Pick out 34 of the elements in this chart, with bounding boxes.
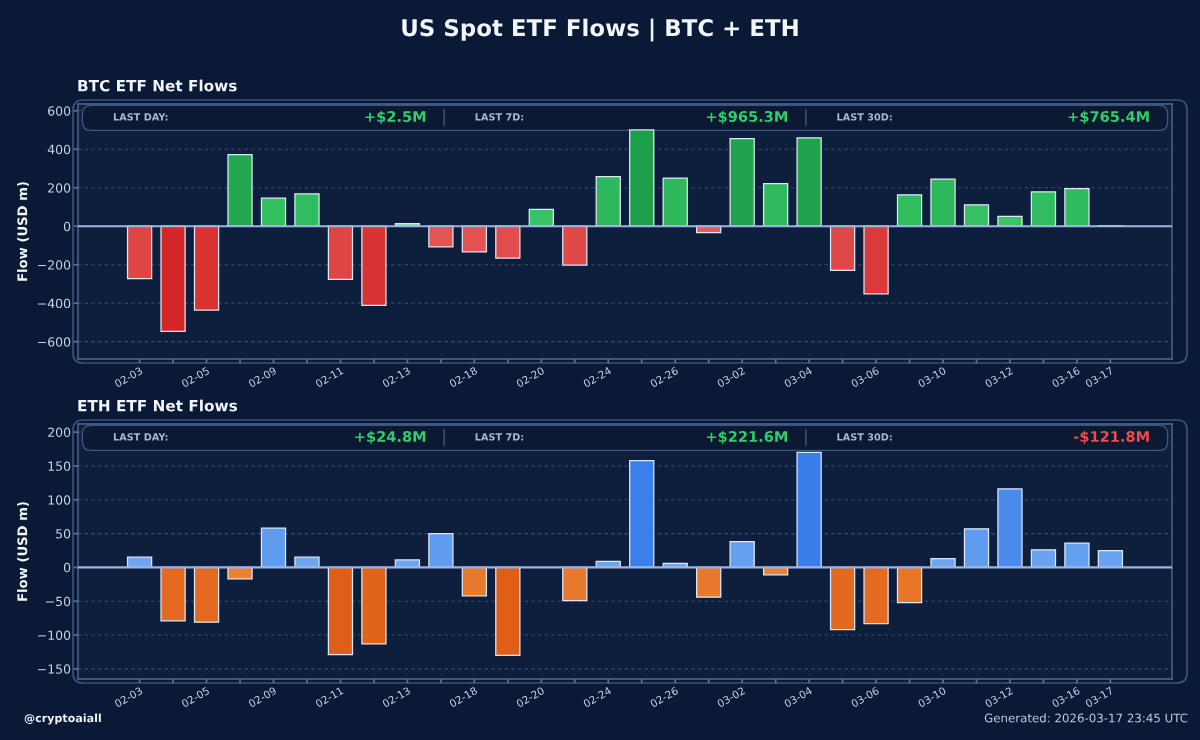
y-tick-label: −600	[38, 337, 71, 347]
y-tick-label: 600	[48, 106, 71, 116]
annotation: +$965.3M	[706, 110, 788, 124]
annotation: LAST DAY:	[113, 113, 168, 121]
annotation: +$221.6M	[706, 430, 788, 444]
annotation: LAST 7D:	[475, 113, 524, 121]
y-tick-label: 400	[47, 144, 71, 155]
y-tick-label: 100	[48, 495, 71, 505]
y-tick-label: 200	[48, 427, 71, 438]
annotation: +$765.4M	[1068, 110, 1149, 124]
chart-title: US Spot ETF Flows | BTC + ETH	[402, 18, 798, 42]
y-tick-label: 150	[48, 461, 71, 471]
y-tick-label: 200	[48, 183, 71, 193]
y-tick-label: −50	[46, 596, 71, 607]
y-tick-label: −100	[38, 630, 71, 640]
annotation: +$24.8M	[355, 430, 426, 444]
y-tick-label: 50	[56, 529, 71, 539]
text: Generated: 2026-03-17 23:45 UTC	[984, 713, 1188, 723]
y-tick-label: 0	[63, 562, 71, 573]
annotation: +$2.5M	[365, 110, 426, 124]
annotation: -$121.8M	[1074, 430, 1149, 444]
chart-subtitle: ETH ETF Net Flows	[78, 399, 237, 412]
y-axis-title: Flow (USD m)	[17, 182, 29, 281]
annotation: LAST DAY:	[113, 433, 168, 441]
y-axis-title: Flow (USD m)	[17, 502, 29, 601]
y-tick-label: 0	[63, 221, 71, 232]
annotation: LAST 30D:	[837, 433, 892, 441]
text: @cryptoaiall	[24, 713, 101, 725]
y-tick-label: −150	[38, 664, 71, 674]
y-tick-label: −400	[38, 298, 71, 309]
chart-subtitle: BTC ETF Net Flows	[78, 79, 237, 92]
annotation: LAST 30D:	[837, 113, 892, 121]
y-tick-label: −200	[38, 260, 71, 270]
annotation: LAST 7D:	[475, 433, 524, 441]
